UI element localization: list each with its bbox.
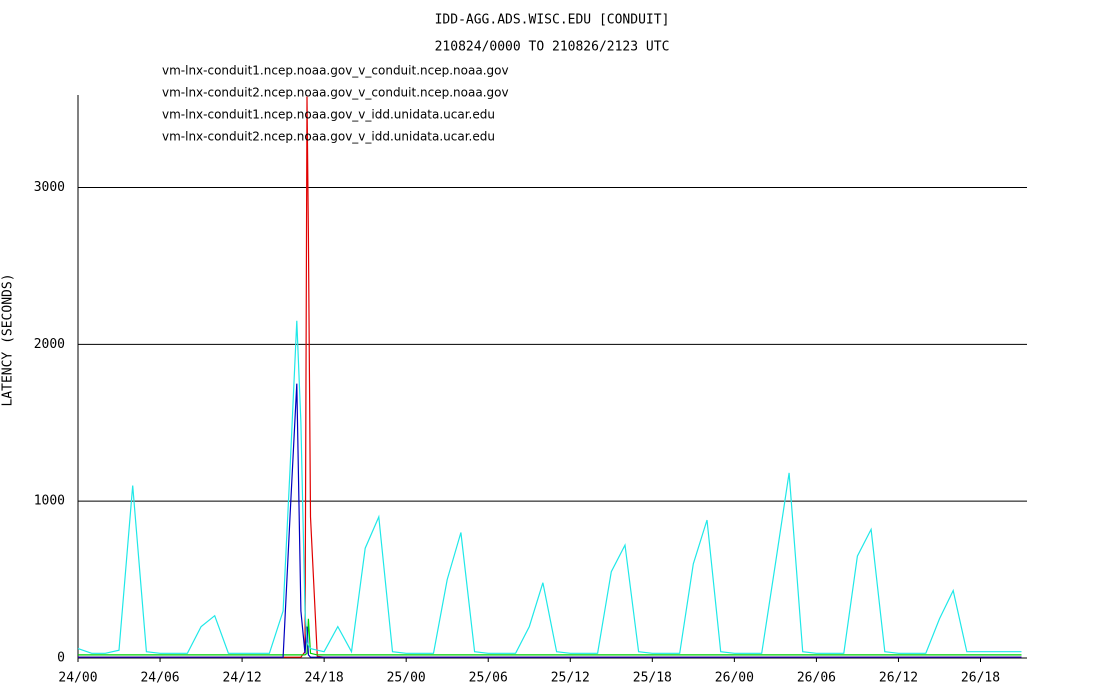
x-tick-label: 26/00 xyxy=(715,671,754,686)
x-tick-label: 25/18 xyxy=(633,671,672,686)
legend-entry: vm-lnx-conduit1.ncep.noaa.gov_v_conduit.… xyxy=(162,64,509,78)
x-tick-label: 25/12 xyxy=(551,671,590,686)
x-tick-label: 24/06 xyxy=(140,671,179,686)
chart-title: IDD-AGG.ADS.WISC.EDU [CONDUIT] xyxy=(435,13,670,28)
x-tick-label: 25/06 xyxy=(469,671,508,686)
x-tick-label: 24/18 xyxy=(305,671,344,686)
y-tick-label: 3000 xyxy=(34,180,65,195)
x-tick-label: 26/06 xyxy=(797,671,836,686)
y-tick-label: 2000 xyxy=(34,337,65,352)
series-line xyxy=(78,618,1022,656)
series-line xyxy=(77,320,1022,654)
legend-entry: vm-lnx-conduit1.ncep.noaa.gov_v_idd.unid… xyxy=(162,108,495,122)
y-tick-label: 0 xyxy=(57,651,65,666)
series-line xyxy=(78,383,1022,658)
y-axis-label: LATENCY (SECONDS) xyxy=(1,273,16,406)
series-line xyxy=(78,96,1022,658)
chart-subtitle: 210824/0000 TO 210826/2123 UTC xyxy=(435,40,670,55)
x-tick-label: 26/12 xyxy=(879,671,918,686)
x-tick-label: 25/00 xyxy=(387,671,426,686)
legend-entry: vm-lnx-conduit2.ncep.noaa.gov_v_conduit.… xyxy=(162,86,509,100)
x-tick-label: 24/00 xyxy=(58,671,97,686)
y-tick-label: 1000 xyxy=(34,494,65,509)
x-tick-label: 26/18 xyxy=(961,671,1000,686)
legend-entry: vm-lnx-conduit2.ncep.noaa.gov_v_idd.unid… xyxy=(162,130,495,144)
x-tick-label: 24/12 xyxy=(223,671,262,686)
